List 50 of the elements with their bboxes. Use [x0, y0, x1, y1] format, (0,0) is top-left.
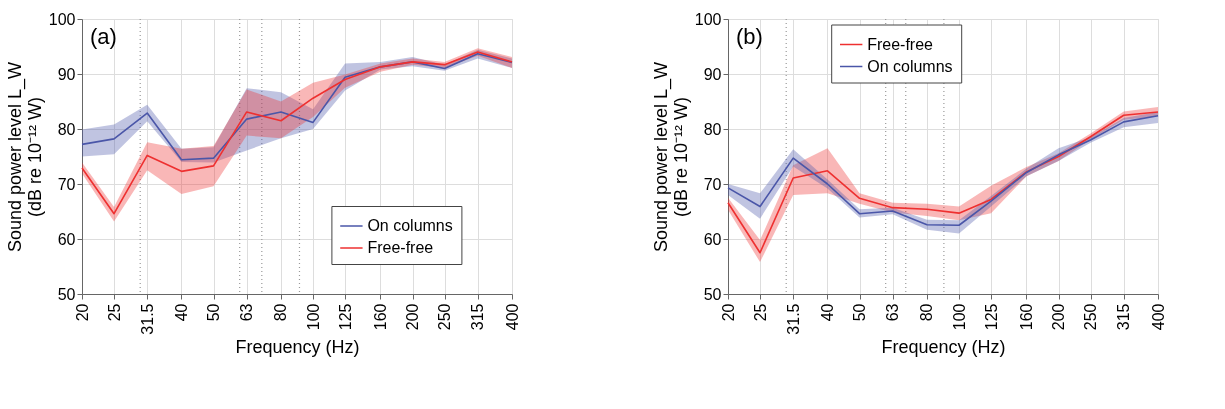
x-tick-label: 63	[238, 303, 256, 322]
x-tick-label: 125	[336, 303, 354, 331]
x-tick-label: 80	[918, 303, 936, 322]
x-tick-label: 40	[172, 303, 190, 322]
x-tick-label: 40	[818, 303, 836, 322]
x-tick-label: 400	[503, 303, 521, 331]
x-tick-label: 20	[73, 303, 91, 322]
annotation: (a)	[90, 24, 117, 49]
legend-label: Free-free	[367, 239, 434, 256]
y-tick-label: 80	[703, 120, 722, 138]
x-tick-label: 63	[884, 303, 902, 322]
x-tick-label: 315	[469, 303, 487, 331]
y-tick-label: 90	[57, 65, 76, 83]
legend-label: On columns	[367, 217, 453, 234]
y-tick-label: 50	[703, 285, 722, 303]
x-tick-label: 50	[851, 303, 869, 322]
x-tick-label: 250	[436, 303, 454, 331]
y-tick-label: 90	[703, 65, 722, 83]
x-tick-label: 31.5	[138, 303, 156, 335]
y-tick-label: 70	[57, 175, 76, 193]
x-tick-label: 80	[272, 303, 290, 322]
y-tick-label: 60	[57, 230, 76, 248]
y-tick-label: 70	[703, 175, 722, 193]
y-axis-title: Sound power level L_W (dB re 10⁻¹² W)	[650, 61, 691, 253]
y-axis-title: Sound power level L_W (dB re 10⁻¹² W)	[4, 61, 45, 253]
legend-label: Free-free	[867, 35, 934, 53]
x-tick-label: 200	[404, 303, 422, 331]
x-tick-label: 100	[950, 303, 968, 331]
x-tick-label: 25	[751, 303, 769, 322]
y-tick-label: 100	[48, 10, 76, 28]
x-tick-label: 250	[1082, 303, 1100, 331]
x-tick-label: 31.5	[784, 303, 802, 335]
x-tick-label: 100	[304, 303, 322, 331]
x-axis-title: Frequency (Hz)	[235, 336, 360, 357]
x-tick-label: 400	[1149, 303, 1167, 331]
y-tick-label: 80	[57, 120, 76, 138]
x-tick-label: 125	[982, 303, 1000, 331]
y-tick-label: 50	[57, 285, 76, 303]
x-axis-title: Frequency (Hz)	[881, 336, 1006, 357]
x-tick-label: 20	[719, 303, 737, 322]
y-tick-label: 60	[703, 230, 722, 248]
y-tick-label: 100	[694, 10, 722, 28]
annotation: (b)	[736, 24, 763, 49]
x-tick-label: 200	[1050, 303, 1068, 331]
x-tick-label: 315	[1115, 303, 1133, 331]
legend-label: On columns	[867, 57, 953, 75]
x-tick-label: 160	[1017, 303, 1035, 331]
x-tick-label: 25	[105, 303, 123, 322]
x-tick-label: 160	[371, 303, 389, 331]
x-tick-label: 50	[205, 303, 223, 322]
